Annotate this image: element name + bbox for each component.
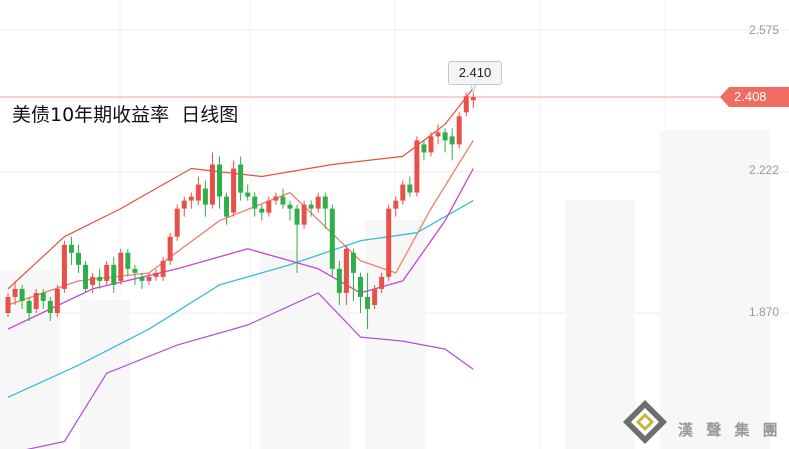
candle-body — [125, 252, 131, 269]
candle-body — [118, 252, 124, 281]
candle-body — [470, 97, 476, 101]
watermark-building — [565, 200, 635, 449]
watermark-building — [365, 220, 425, 449]
brand-text: 漢 聲 集 團 — [678, 421, 782, 439]
candle-body — [308, 204, 314, 209]
candle-body — [188, 196, 194, 201]
y-tick-label: 2.222 — [749, 163, 780, 177]
candle-body — [40, 292, 46, 301]
candle-body — [104, 264, 110, 281]
candle-body — [393, 200, 399, 209]
callout-pointer — [469, 83, 477, 94]
candle-body — [358, 276, 363, 297]
candle-body — [379, 276, 385, 289]
high-callout: 2.410 — [448, 61, 502, 85]
y-tick-label: 2.575 — [749, 23, 780, 37]
candle-body — [209, 164, 215, 205]
candle-body — [167, 236, 173, 261]
candle-body — [83, 264, 89, 289]
candle-body — [400, 184, 406, 201]
candle-body — [139, 276, 145, 281]
candle-body — [266, 200, 272, 213]
candle-body — [428, 136, 434, 153]
candle-body — [287, 204, 293, 209]
candle-body — [322, 196, 328, 209]
candle-body — [252, 196, 258, 209]
candle-body — [61, 244, 67, 289]
candle-body — [449, 136, 455, 145]
current-price-tag: 2.408 — [720, 87, 789, 107]
candle-body — [456, 116, 462, 145]
candle-body — [224, 196, 230, 217]
candle-body — [26, 300, 32, 313]
candle-body — [132, 268, 138, 273]
candle-body — [195, 184, 201, 201]
watermark-building — [260, 250, 350, 449]
candle-body — [54, 288, 60, 313]
candle-body — [273, 196, 279, 201]
candle-body — [146, 276, 152, 281]
candle-body — [372, 288, 378, 305]
watermark-building — [660, 130, 770, 449]
candle-body — [329, 208, 335, 269]
candle-body — [19, 288, 25, 301]
candle-body — [111, 264, 117, 285]
watermark-building — [80, 300, 130, 449]
candle-body — [350, 252, 356, 273]
moving-average-line-3 — [7, 168, 474, 330]
candle-body — [294, 208, 300, 225]
candle-body — [33, 292, 39, 309]
candle-body — [181, 200, 187, 209]
candle-body — [259, 208, 265, 213]
y-tick-label: 1.870 — [749, 305, 780, 319]
current-price-tag-bg — [720, 87, 789, 107]
candle-body — [245, 192, 251, 197]
candle-body — [90, 276, 96, 285]
candle-body — [414, 140, 420, 193]
candle-body — [12, 288, 18, 297]
candle-body — [217, 164, 222, 197]
bollinger-lower-line — [26, 292, 474, 449]
candle-body — [153, 272, 159, 277]
candle-body — [442, 132, 448, 141]
chart-title: 美债10年期收益率 日线图 — [12, 104, 239, 126]
candle-body — [365, 296, 371, 309]
candle-body — [238, 164, 244, 193]
candle-body — [97, 276, 103, 281]
candle-body — [421, 144, 427, 153]
candle-body — [5, 296, 11, 313]
candle-body — [343, 248, 349, 293]
candle-body — [231, 168, 237, 213]
candle-body — [463, 96, 469, 113]
candle-body — [315, 196, 321, 209]
candle-body — [336, 268, 342, 293]
candle-body — [76, 252, 81, 265]
candle-body — [280, 196, 286, 205]
candle-body — [407, 184, 413, 193]
candle-body — [435, 132, 441, 137]
candle-body — [160, 260, 166, 277]
candle-body — [47, 300, 53, 313]
candle-body — [202, 188, 208, 205]
moving-average-line-2 — [7, 200, 474, 398]
candle-body — [68, 244, 74, 253]
candle-body — [301, 204, 307, 225]
candle-body — [386, 208, 392, 277]
candle-body — [174, 208, 180, 237]
current-price-value: 2.408 — [734, 89, 767, 104]
